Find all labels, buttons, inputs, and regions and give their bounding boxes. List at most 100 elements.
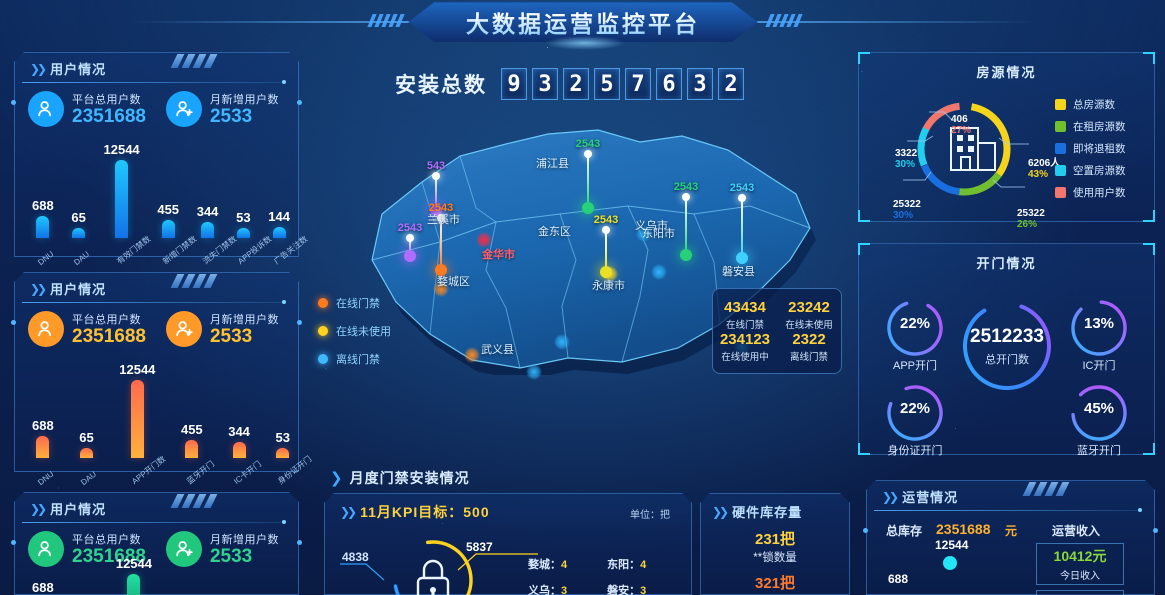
user-bar-chart-3: 688 DNU 12544 DAU (32, 552, 152, 595)
housing-callout: 25322 30% (893, 199, 921, 221)
user-stat-value: 2351688 (72, 106, 146, 128)
bar-value: 344 (196, 204, 219, 219)
doors-total-ring: 2512233 总开门数 (957, 296, 1057, 396)
city-name: 磐安 (607, 585, 630, 595)
building-icon (950, 127, 996, 171)
bar-column: 344 IC卡开门 (228, 424, 263, 486)
doors-total-value: 2512233 (970, 325, 1044, 347)
user-plus-icon (165, 311, 202, 347)
user-stat-label: 平台总用户数 (72, 534, 141, 547)
gauge-leader-lines-right (457, 553, 538, 571)
legend-swatch (1055, 187, 1066, 198)
housing-legend-item[interactable]: 空置房源数 (1055, 163, 1126, 178)
gauge-leader-lines (340, 563, 385, 581)
bar-value: 12544 (103, 142, 140, 157)
door-ring-value: 22% (899, 315, 931, 332)
bar-rect (72, 228, 86, 238)
map-region-label[interactable]: 武义县 (481, 344, 514, 356)
corner-bl (858, 210, 870, 222)
panel-dot-right (297, 100, 302, 105)
bar-rect (130, 380, 144, 458)
bar-value: 144 (268, 209, 290, 224)
housing-legend-item[interactable]: 在租房源数 (1055, 119, 1126, 134)
user-stat-block: 平台总用户数 2351688 (28, 531, 146, 567)
install-digit: 6 (656, 68, 682, 100)
hardware-title-label: 硬件库存量 (732, 505, 803, 520)
map-region-label[interactable]: 金华市 (482, 249, 515, 261)
door-ring-label: 蓝牙开门 (1077, 445, 1121, 457)
panel-title-label: 用户情况 (50, 282, 107, 297)
user-stat-block: 平台总用户数 2351688 (28, 311, 146, 347)
door-ring-1: 22% APP开门 (871, 297, 959, 372)
user-stat-block: 月新增用户数 2533 (165, 531, 279, 567)
map-region-label[interactable]: 永康市 (592, 280, 625, 292)
housing-legend-item[interactable]: 使用用户数 (1055, 185, 1126, 200)
housing-legend-item[interactable]: 总房源数 (1055, 97, 1126, 112)
map-stat-label: 离线门禁 (789, 352, 828, 363)
city-value: 4 (640, 559, 647, 571)
map-legend: 在线门禁 在线未使用 离线门禁 (318, 295, 391, 379)
map-stat-label: 在线门禁 (725, 320, 764, 331)
lock-gauge (385, 532, 481, 595)
bar-value: 688 (32, 580, 54, 595)
map-region-label[interactable]: 东阳市 (642, 228, 675, 240)
map-legend-item[interactable]: 离线门禁 (318, 351, 391, 367)
user-stat-label: 平台总用户数 (72, 314, 141, 327)
bar-rect (185, 440, 199, 458)
panel-title: ❯❯ 用户情况 (30, 59, 106, 78)
door-ring-4: 45% 蓝牙开门 (1055, 382, 1143, 457)
bar-column: 455 新增门禁数 (157, 202, 198, 266)
housing-legend-item[interactable]: 即将退租数 (1055, 141, 1126, 156)
hardware-title: ❯❯ 硬件库存量 (712, 502, 802, 521)
bar-value: 65 (79, 430, 94, 445)
dashboard-header: 大数据运营监控平台 (0, 0, 1165, 50)
user-stat-label: 平台总用户数 (72, 94, 141, 107)
kpi-target-label: 11月KPI目标：500 (360, 504, 490, 520)
city-value: 4 (561, 559, 568, 571)
housing-callout: 25322 26% (1017, 208, 1045, 230)
legend-label: 总房源数 (1073, 99, 1115, 111)
map-region-label[interactable]: 义乌市 (635, 220, 668, 232)
operations-bar-label-1: 688 (888, 572, 909, 586)
bar-column: 688 DNU (32, 580, 54, 595)
callout-value: 25322 (1017, 208, 1045, 219)
panel-dot-right (297, 320, 302, 325)
map-pin-base (736, 252, 748, 264)
map-legend-item[interactable]: 在线未使用 (318, 323, 391, 339)
monthly-kpi-panel (324, 493, 692, 595)
map-stat-label: 在线未使用 (785, 320, 833, 331)
install-digit: 2 (718, 68, 744, 100)
map-stat-box: 43434 在线门禁 23242 在线未使用 234123 在线使用中 2322 离线… (712, 288, 842, 374)
legend-label: 在租房源数 (1073, 121, 1126, 133)
map-legend-item[interactable]: 在线门禁 (318, 295, 391, 311)
map-pin-base (404, 250, 416, 262)
map-heat-blob (464, 347, 480, 363)
bar-value: 53 (275, 430, 290, 445)
panel-stripes-icon (1022, 482, 1070, 496)
bar-value: 455 (180, 422, 203, 437)
city-name: 婺城 (528, 559, 550, 571)
map-region-label[interactable]: 兰溪市 (427, 214, 460, 226)
bar-value: 455 (157, 202, 180, 217)
map-region-label[interactable]: 磐安县 (722, 266, 755, 278)
map-region-label[interactable]: 婺城区 (437, 276, 470, 288)
map-region-label[interactable]: 金东区 (538, 226, 571, 238)
door-ring-value: 45% (1083, 400, 1115, 417)
user-stat-value: 2351688 (72, 546, 146, 568)
map-heat-blob (554, 334, 570, 350)
housing-donut-chart: 406 27% 3322 30% 25322 30% 25322 26% 6206人 4… (889, 86, 1060, 230)
housing-panel-title: 房源情况 (976, 65, 1037, 80)
revenue-second-box (1036, 590, 1124, 595)
map-region-label[interactable]: 浦江县 (536, 158, 569, 170)
panel-stripes-icon (170, 494, 218, 508)
legend-label: 空置房源数 (1073, 165, 1126, 177)
housing-legend: 总房源数 在租房源数 即将退租数 空置房源数 使用用户数 (1055, 97, 1126, 207)
bar-value: 344 (228, 424, 250, 439)
housing-callout: 3322 30% (895, 148, 917, 170)
map-pin-stalk (605, 230, 607, 272)
map-pin-stalk (409, 238, 411, 256)
region-map[interactable]: 543 2543 2543 2543 2543 2543 2543 浦江县 兰溪市… (310, 110, 855, 380)
map-pin-base (430, 204, 442, 216)
hardware-value-1: 231把 (754, 531, 796, 548)
city-install-list: 婺城：4 东阳：4 义乌：3 磐安：3 (528, 556, 646, 595)
